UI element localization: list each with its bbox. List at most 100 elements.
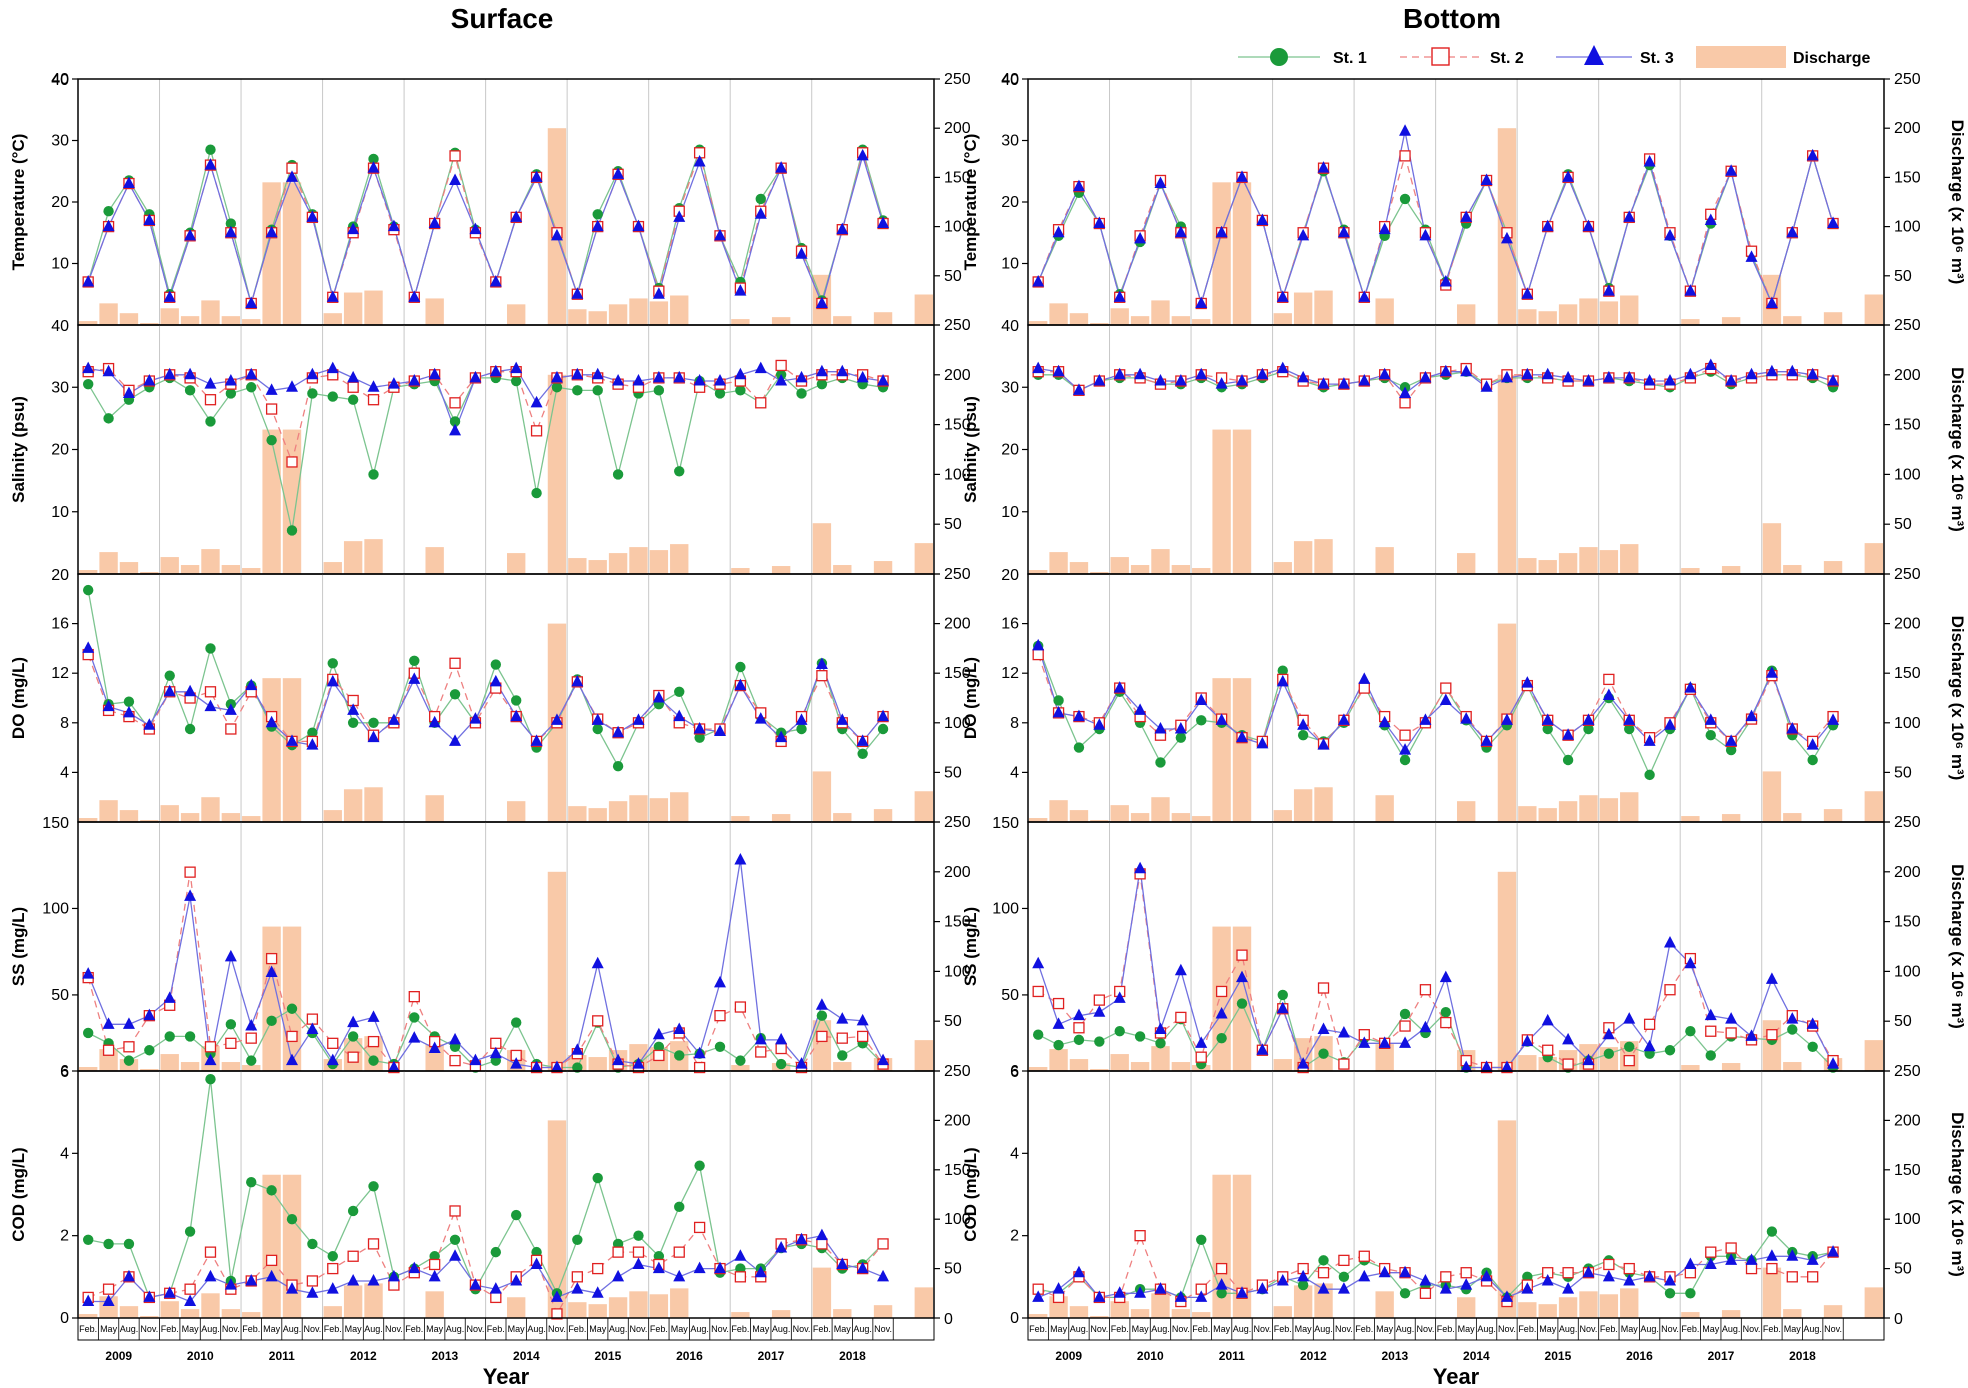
discharge-bar: [568, 806, 587, 822]
discharge-bar: [1273, 562, 1292, 574]
discharge-bar: [649, 1294, 669, 1318]
right-axis-label: Discharge (x 10⁶ m³): [1948, 367, 1967, 532]
data-point-st3: [449, 734, 462, 746]
data-point-st1: [307, 1238, 318, 1250]
data-point-st3: [1174, 374, 1187, 386]
discharge-bar: [1518, 1302, 1537, 1318]
data-point-st3: [1419, 370, 1432, 383]
discharge-bar: [1457, 801, 1476, 822]
discharge-bar: [1151, 549, 1170, 574]
year-label: 2017: [1708, 1349, 1735, 1363]
month-tick-label: Nov.: [1253, 1324, 1271, 1334]
data-point-st3: [1500, 1290, 1513, 1302]
data-point-st1: [816, 1010, 828, 1021]
discharge-bar: [1823, 1305, 1843, 1318]
year-label: 2009: [1055, 1349, 1082, 1363]
data-point-st3: [245, 367, 258, 380]
month-tick-label: Nov.: [1172, 1324, 1190, 1334]
month-tick-label: Aug.: [1640, 1324, 1659, 1334]
data-point-st3: [510, 210, 523, 222]
discharge-bar: [588, 1057, 607, 1071]
data-point-st3: [387, 1269, 400, 1282]
discharge-bar: [323, 562, 342, 574]
discharge-bar: [140, 820, 159, 822]
data-point-st3: [408, 374, 421, 386]
data-point-st3: [1704, 713, 1717, 725]
data-point-st3: [1684, 956, 1697, 969]
data-point-st3: [1215, 1006, 1228, 1019]
data-point-st3: [469, 222, 482, 235]
month-tick-label: Aug.: [446, 1324, 465, 1334]
discharge-bar: [242, 816, 261, 822]
data-point-st3: [265, 383, 278, 395]
data-point-st2: [755, 1046, 767, 1058]
month-tick-label: May: [508, 1324, 526, 1334]
month-tick-label: May: [1213, 1324, 1231, 1334]
right-tick-label: 150: [944, 914, 971, 931]
data-point-st1: [103, 206, 114, 217]
data-point-st3: [795, 247, 808, 259]
data-point-st3: [1297, 1057, 1310, 1069]
discharge-bar: [1293, 1285, 1313, 1318]
discharge-bar: [608, 553, 628, 574]
data-point-st3: [591, 1286, 604, 1298]
discharge-bar: [242, 1065, 261, 1071]
discharge-bar: [1579, 1291, 1598, 1318]
data-point-st1: [327, 1251, 338, 1262]
discharge-bar: [1232, 678, 1252, 822]
right-axis-label: Discharge (x 10⁶ m³): [1948, 120, 1967, 285]
discharge-bar: [873, 312, 893, 325]
data-point-st1: [347, 717, 359, 728]
data-point-st1: [266, 434, 277, 446]
data-point-st3: [1215, 1278, 1228, 1290]
month-tick-label: May: [1702, 1324, 1720, 1334]
data-point-st3: [184, 889, 197, 901]
data-point-st1: [184, 1031, 196, 1042]
right-tick-label: 200: [1894, 616, 1921, 633]
year-label: 2018: [839, 1349, 866, 1363]
data-point-st3: [143, 374, 156, 386]
data-point-st3: [184, 1294, 197, 1307]
data-point-st3: [1602, 1269, 1615, 1282]
data-point-st2: [1052, 997, 1065, 1010]
data-point-st3: [1725, 374, 1738, 386]
y-top-label: 150: [992, 815, 1019, 832]
data-point-st3: [1297, 718, 1310, 730]
data-point-st3: [1236, 374, 1248, 386]
discharge-bar: [1029, 1314, 1048, 1318]
data-point-st3: [1093, 374, 1106, 386]
panel-frame: [1027, 78, 1885, 326]
discharge-bar: [1599, 1294, 1619, 1318]
data-point-st3: [693, 722, 706, 734]
y-tick-label: 2: [60, 1228, 69, 1245]
discharge-bar: [1823, 312, 1843, 325]
data-point-st1: [551, 382, 563, 393]
data-point-st1: [694, 1160, 705, 1171]
discharge-bar: [119, 1306, 139, 1318]
month-tick-label: Aug.: [527, 1324, 546, 1334]
year-label: 2018: [1789, 1349, 1816, 1363]
discharge-bar: [1069, 1059, 1089, 1071]
data-point-st1: [368, 717, 379, 728]
data-point-st2: [102, 1044, 115, 1056]
discharge-bar: [1314, 787, 1333, 822]
data-point-st2: [693, 1221, 706, 1234]
data-point-st3: [1256, 213, 1269, 225]
data-point-st3: [1215, 377, 1228, 389]
month-tick-label: Feb.: [1600, 1324, 1618, 1334]
data-point-st3: [1317, 1022, 1330, 1034]
data-point-st2: [225, 1037, 237, 1049]
data-point-st3: [632, 713, 645, 725]
data-point-st3: [1460, 712, 1473, 724]
data-point-st2: [429, 1258, 441, 1271]
data-point-st3: [1806, 367, 1819, 380]
data-point-st1: [674, 686, 685, 697]
data-point-st3: [1602, 1027, 1615, 1040]
data-point-st3: [1460, 1060, 1473, 1073]
right-tick-label: 50: [944, 764, 962, 781]
discharge-bar: [629, 547, 648, 574]
data-point-st2: [347, 1250, 359, 1262]
data-point-st3: [286, 170, 298, 182]
data-point-st3: [795, 370, 808, 383]
discharge-bar: [1151, 1293, 1170, 1318]
